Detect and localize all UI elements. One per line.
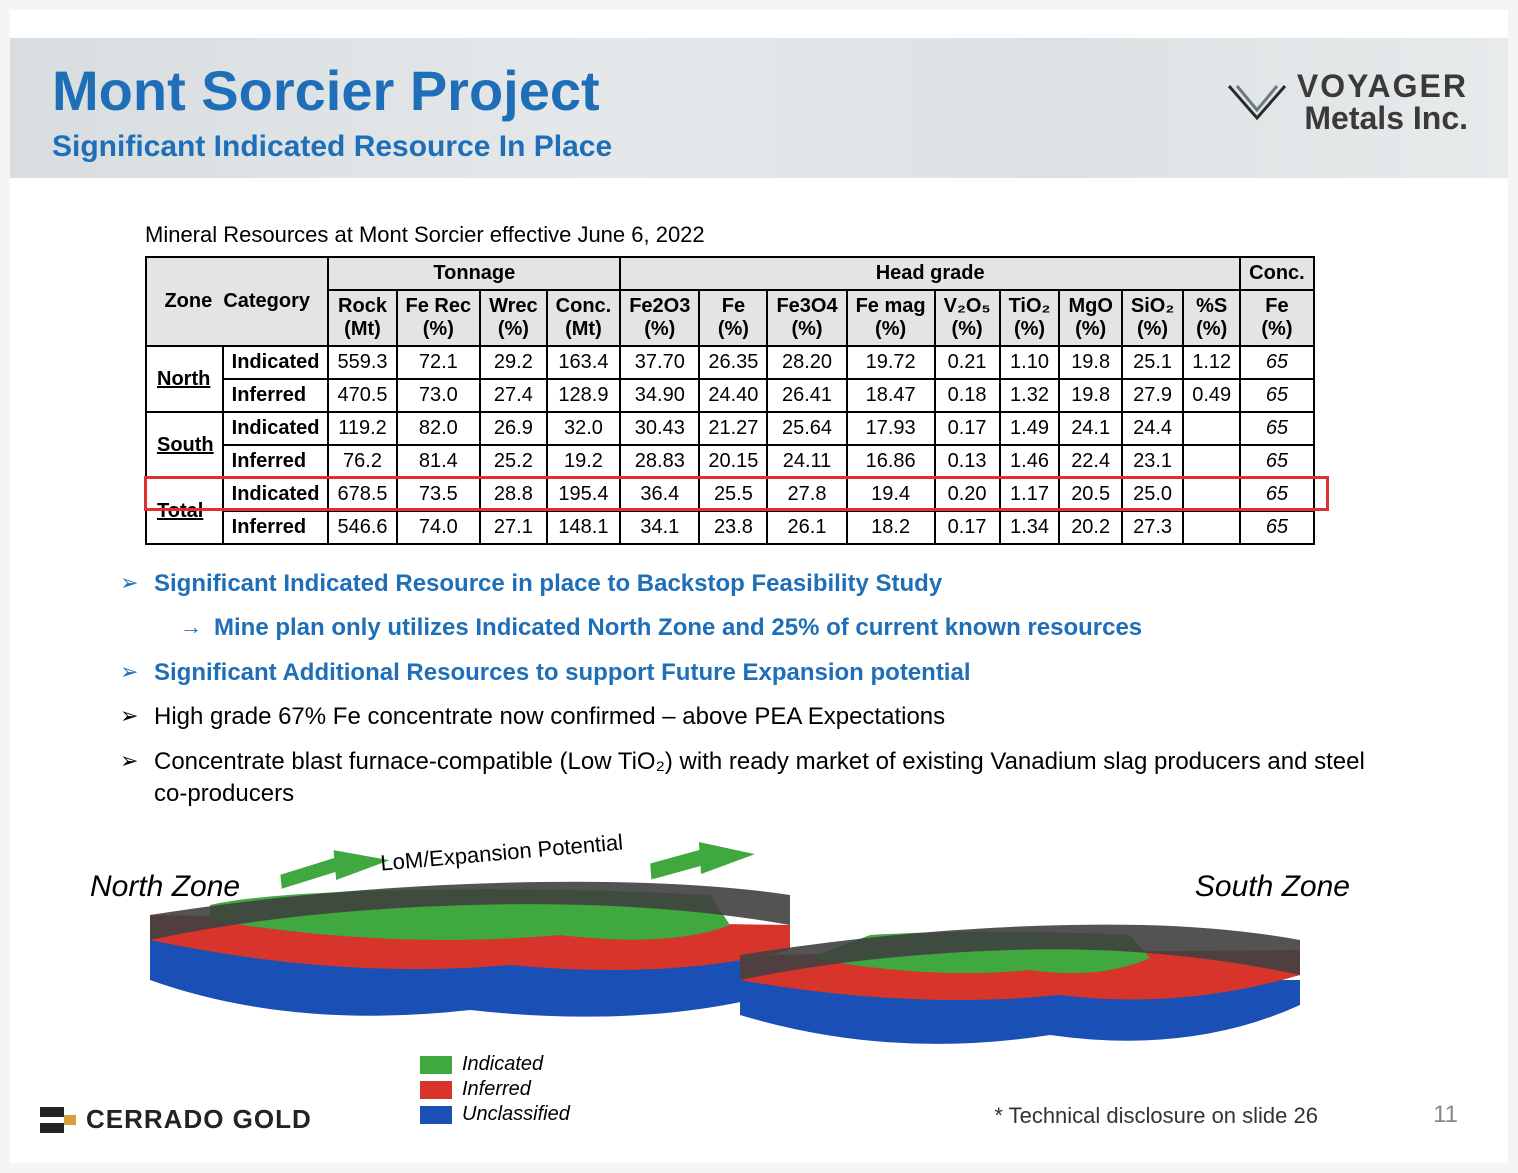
resources-table: Zone CategoryTonnageHead gradeConc.Rock(… (145, 256, 1315, 545)
table-row: Inferred470.573.027.4128.934.9024.4026.4… (146, 379, 1314, 412)
south-zone-label: South Zone (1195, 870, 1350, 904)
page-number: 11 (1433, 1101, 1458, 1129)
legend-item: Unclassified (420, 1103, 570, 1126)
cerrado-logo: CERRADO GOLD (40, 1104, 312, 1135)
bullet-item: →Mine plan only utilizes Indicated North… (180, 612, 1400, 644)
legend-item: Inferred (420, 1078, 570, 1101)
page-subtitle: Significant Indicated Resource In Place (52, 130, 612, 164)
table-caption: Mineral Resources at Mont Sorcier effect… (145, 222, 705, 248)
footer-note: * Technical disclosure on slide 26 (994, 1103, 1318, 1129)
voyager-logo: VOYAGER Metals Inc. (1227, 70, 1468, 134)
table-row: SouthIndicated119.282.026.932.030.4321.2… (146, 412, 1314, 445)
table-row: Inferred546.674.027.1148.134.123.826.118… (146, 511, 1314, 544)
legend-item: Indicated (420, 1053, 570, 1076)
slide: Mont Sorcier Project Significant Indicat… (10, 10, 1508, 1163)
voyager-v-icon (1227, 82, 1287, 122)
geology-diagram: North Zone South Zone LoM/Expansion Pote… (90, 830, 1340, 1090)
north-zone-label: North Zone (90, 870, 240, 904)
legend: IndicatedInferredUnclassified (420, 1053, 570, 1128)
voyager-logo-text: VOYAGER Metals Inc. (1297, 70, 1468, 134)
table-row: Inferred76.281.425.219.228.8320.1524.111… (146, 445, 1314, 478)
bullet-item: ➢Concentrate blast furnace-compatible (L… (120, 746, 1400, 811)
table-row: NorthIndicated559.372.129.2163.437.7026.… (146, 346, 1314, 379)
bullet-item: ➢High grade 67% Fe concentrate now confi… (120, 701, 1400, 733)
table-row: TotalIndicated678.573.528.8195.436.425.5… (146, 478, 1314, 511)
bullet-item: ➢Significant Indicated Resource in place… (120, 568, 1400, 600)
zones-svg (90, 830, 1340, 1090)
cerrado-text: CERRADO GOLD (86, 1104, 312, 1135)
bullet-list: ➢Significant Indicated Resource in place… (120, 568, 1400, 822)
page-title: Mont Sorcier Project (52, 58, 600, 123)
bullet-item: ➢Significant Additional Resources to sup… (120, 657, 1400, 689)
cerrado-icon (40, 1105, 76, 1135)
